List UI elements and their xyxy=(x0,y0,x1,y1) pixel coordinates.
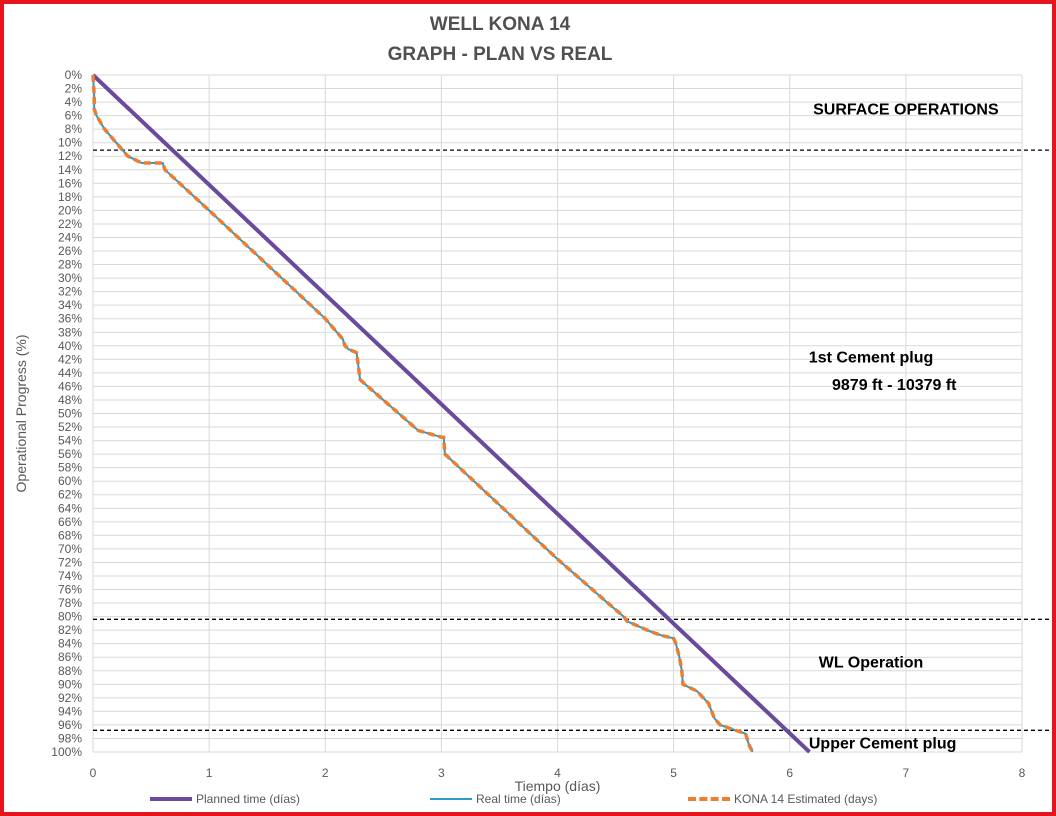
y-tick-label: 14% xyxy=(58,163,82,177)
y-tick-label: 50% xyxy=(58,407,82,421)
y-tick-label: 4% xyxy=(65,95,83,109)
y-tick-label: 32% xyxy=(58,285,82,299)
x-tick-label: 7 xyxy=(903,766,910,780)
annotation-label: SURFACE OPERATIONS xyxy=(813,101,999,118)
y-tick-label: 56% xyxy=(58,447,82,461)
y-tick-label: 88% xyxy=(58,664,82,678)
y-tick-label: 16% xyxy=(58,176,82,190)
legend-item-planned: Planned time (días) xyxy=(150,792,300,806)
y-tick-label: 24% xyxy=(58,230,82,244)
y-tick-label: 60% xyxy=(58,474,82,488)
chart-title: WELL KONA 14 xyxy=(429,14,571,35)
x-tick-label: 5 xyxy=(670,766,677,780)
x-axis-title: Tiempo (días) xyxy=(515,778,601,794)
y-tick-label: 34% xyxy=(58,298,82,312)
y-tick-label: 26% xyxy=(58,244,82,258)
annotation-label: WL Operation xyxy=(819,654,924,671)
y-tick-label: 84% xyxy=(58,637,82,651)
x-tick-label: 2 xyxy=(322,766,329,780)
y-tick-label: 10% xyxy=(58,136,82,150)
y-tick-label: 28% xyxy=(58,258,82,272)
y-tick-label: 44% xyxy=(58,366,82,380)
y-tick-label: 90% xyxy=(58,677,82,691)
legend-swatch-planned xyxy=(150,797,192,801)
y-tick-label: 94% xyxy=(58,704,82,718)
y-tick-label: 100% xyxy=(51,745,82,759)
legend-label-real: Real time (días) xyxy=(476,792,561,806)
y-tick-label: 66% xyxy=(58,515,82,529)
x-tick-label: 0 xyxy=(90,766,97,780)
y-tick-label: 92% xyxy=(58,691,82,705)
y-tick-label: 58% xyxy=(58,461,82,475)
y-tick-label: 6% xyxy=(65,109,83,123)
y-tick-label: 48% xyxy=(58,393,82,407)
chart-subtitle: GRAPH - PLAN VS REAL xyxy=(387,44,613,65)
y-tick-label: 96% xyxy=(58,718,82,732)
y-tick-label: 74% xyxy=(58,569,82,583)
y-tick-label: 52% xyxy=(58,420,82,434)
x-tick-label: 3 xyxy=(438,766,445,780)
y-tick-label: 38% xyxy=(58,325,82,339)
y-tick-label: 76% xyxy=(58,583,82,597)
annotation-label: Upper Cement plug xyxy=(809,736,957,753)
legend-item-real: Real time (días) xyxy=(430,792,561,806)
legend-swatch-real xyxy=(430,798,472,800)
y-tick-label: 22% xyxy=(58,217,82,231)
y-tick-label: 72% xyxy=(58,555,82,569)
y-tick-label: 20% xyxy=(58,203,82,217)
y-tick-label: 18% xyxy=(58,190,82,204)
y-tick-label: 78% xyxy=(58,596,82,610)
x-tick-label: 6 xyxy=(786,766,793,780)
y-tick-label: 86% xyxy=(58,650,82,664)
x-tick-label: 8 xyxy=(1019,766,1026,780)
legend-label-planned: Planned time (días) xyxy=(196,792,301,806)
y-tick-label: 12% xyxy=(58,149,82,163)
y-tick-label: 68% xyxy=(58,528,82,542)
annotation-label: 1st Cement plug xyxy=(809,350,933,367)
y-tick-label: 70% xyxy=(58,542,82,556)
y-tick-label: 42% xyxy=(58,352,82,366)
legend-label-estimated: KONA 14 Estimated (days) xyxy=(734,792,878,806)
annotation-label: 9879 ft - 10379 ft xyxy=(832,377,957,394)
x-tick-label: 4 xyxy=(554,766,561,780)
series-line-planned xyxy=(91,73,811,754)
y-tick-label: 40% xyxy=(58,339,82,353)
y-tick-label: 2% xyxy=(65,82,83,96)
y-tick-label: 36% xyxy=(58,312,82,326)
y-tick-label: 46% xyxy=(58,379,82,393)
y-tick-label: 82% xyxy=(58,623,82,637)
y-axis-title: Operational Progress (%) xyxy=(13,335,29,493)
y-tick-label: 30% xyxy=(58,271,82,285)
x-tick-label: 1 xyxy=(206,766,213,780)
series-line-estimated xyxy=(91,74,755,753)
y-tick-label: 54% xyxy=(58,434,82,448)
y-tick-label: 0% xyxy=(65,68,83,82)
legend-item-estimated: KONA 14 Estimated (days) xyxy=(688,792,877,806)
y-tick-label: 62% xyxy=(58,488,82,502)
y-tick-label: 64% xyxy=(58,501,82,515)
y-tick-label: 8% xyxy=(65,122,83,136)
y-tick-label: 80% xyxy=(58,610,82,624)
y-tick-label: 98% xyxy=(58,731,82,745)
legend-swatch-estimated xyxy=(688,797,730,801)
